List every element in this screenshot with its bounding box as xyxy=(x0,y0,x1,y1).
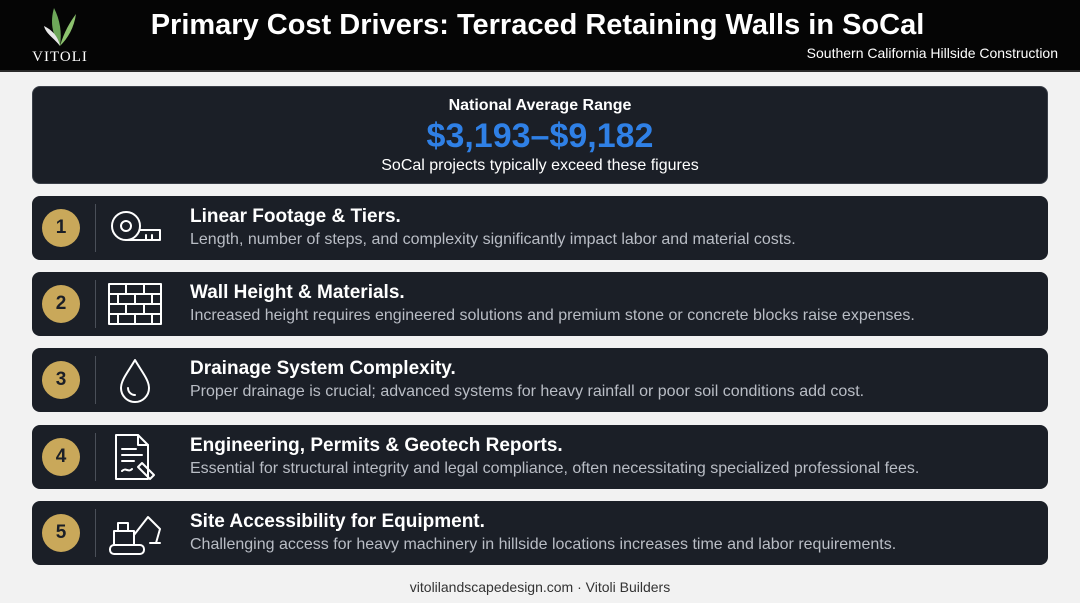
logo-leaves xyxy=(44,8,76,46)
driver-description: Proper drainage is crucial; advanced sys… xyxy=(190,383,865,400)
footer: vitolilandscapedesign.com · Vitoli Build… xyxy=(409,579,671,595)
driver-title: Wall Height & Materials. xyxy=(190,282,405,303)
driver-description: Challenging access for heavy machinery i… xyxy=(190,536,897,553)
driver-row: 5 Site Accessibility for Equipment. Chal… xyxy=(32,501,1048,565)
driver-row: 3 Drainage System Complexity. Proper dra… xyxy=(32,348,1048,412)
header: VITOLI Primary Cost Drivers: Terraced Re… xyxy=(0,0,1080,72)
tape-icon xyxy=(111,211,161,241)
driver-title: Site Accessibility for Equipment. xyxy=(190,511,485,532)
driver-number: 1 xyxy=(42,209,80,247)
driver-row: 1 Linear Footage & Tiers. Length, number… xyxy=(32,196,1048,260)
document-icon xyxy=(115,434,155,480)
brick-icon xyxy=(108,283,162,325)
driver-number: 3 xyxy=(42,361,80,399)
divider xyxy=(95,204,96,252)
summary-box: National Average Range $3,193–$9,182 SoC… xyxy=(32,86,1048,184)
driver-number: 2 xyxy=(42,285,80,323)
summary-label: National Average Range xyxy=(448,97,632,114)
divider xyxy=(95,433,96,481)
driver-description: Essential for structural integrity and l… xyxy=(190,460,920,477)
driver-title: Engineering, Permits & Geotech Reports. xyxy=(190,435,563,456)
title: Primary Cost Drivers: Terraced Retaining… xyxy=(150,9,925,41)
driver-number: 5 xyxy=(42,514,80,552)
summary-range: $3,193–$9,182 xyxy=(426,117,654,155)
drop-icon xyxy=(120,359,150,403)
divider xyxy=(95,356,96,404)
driver-row: 2 Wall Height & Materials. Increased hei… xyxy=(32,272,1048,336)
divider xyxy=(95,509,96,557)
excavator-icon xyxy=(109,516,161,555)
driver-title: Linear Footage & Tiers. xyxy=(190,206,401,227)
driver-description: Length, number of steps, and complexity … xyxy=(190,231,796,248)
summary-note: SoCal projects typically exceed these fi… xyxy=(381,157,699,174)
driver-description: Increased height requires engineered sol… xyxy=(190,307,915,324)
subtitle: Southern California Hillside Constructio… xyxy=(806,45,1058,61)
brand: VITOLI xyxy=(32,49,88,65)
driver-row: 4 Engineering, Permits & Geotech Reports… xyxy=(32,425,1048,489)
driver-number: 4 xyxy=(42,438,80,476)
divider xyxy=(95,280,96,328)
driver-title: Drainage System Complexity. xyxy=(190,358,456,379)
